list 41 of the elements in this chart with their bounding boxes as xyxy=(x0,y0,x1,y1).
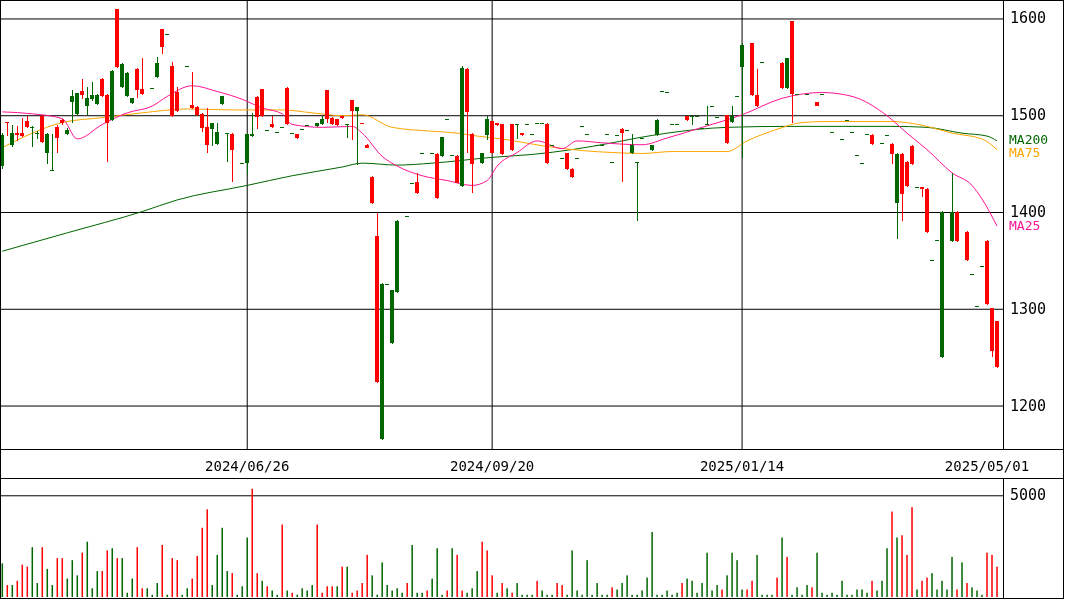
candlestick xyxy=(10,124,15,148)
candlestick xyxy=(155,56,160,79)
series-label: MA75 xyxy=(1009,145,1041,161)
candlestick xyxy=(440,136,445,158)
candlestick xyxy=(160,28,165,55)
candlestick xyxy=(705,105,710,126)
candlestick xyxy=(55,124,60,154)
candlestick xyxy=(225,132,230,163)
candlestick xyxy=(45,132,50,165)
candlestick xyxy=(635,161,640,222)
candlestick xyxy=(690,115,695,126)
candlestick xyxy=(135,67,140,99)
x-tick-label: 2024/09/20 xyxy=(450,458,535,474)
candlestick xyxy=(230,132,235,183)
candlestick xyxy=(890,142,895,165)
line-series xyxy=(1,85,998,227)
candlestick xyxy=(485,115,490,141)
y-tick-label: 1300 xyxy=(1010,299,1047,318)
y-tick-label: 1200 xyxy=(1010,396,1047,415)
candlestick xyxy=(30,125,35,148)
candlestick xyxy=(215,122,220,146)
candlestick xyxy=(345,123,350,139)
y-tick-label: 1600 xyxy=(1010,9,1047,28)
candlestick xyxy=(415,172,420,195)
x-tick-label: 2025/05/01 xyxy=(944,458,1030,474)
candlestick xyxy=(630,133,635,155)
candlestick xyxy=(350,99,355,141)
candlestick xyxy=(210,122,215,147)
y-tick-label: 5000 xyxy=(1010,486,1047,505)
candlestick xyxy=(515,123,520,140)
x-tick-label: 2024/06/26 xyxy=(205,458,290,474)
series-label: MA200 xyxy=(1009,132,1049,148)
candlestick xyxy=(70,89,75,124)
candlestick xyxy=(50,133,55,172)
candlestick xyxy=(755,68,760,108)
candlestick xyxy=(920,186,925,198)
candlestick xyxy=(85,86,90,116)
candlestick xyxy=(730,105,735,124)
x-tick-label: 2025/01/14 xyxy=(699,458,785,474)
y-tick-label: 1500 xyxy=(1010,106,1047,125)
candlestick xyxy=(620,127,625,183)
